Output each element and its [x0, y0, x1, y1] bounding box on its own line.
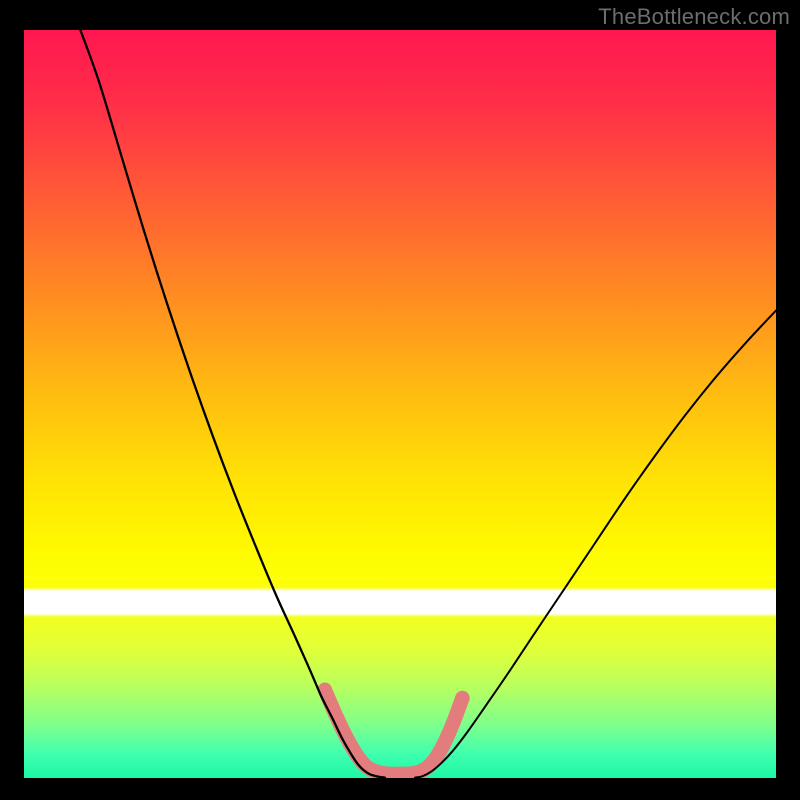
frame-border	[776, 0, 800, 800]
chart-svg	[0, 0, 800, 800]
frame-border	[0, 778, 800, 800]
frame-border	[0, 0, 24, 800]
watermark-text: TheBottleneck.com	[598, 4, 790, 30]
chart-stage: TheBottleneck.com	[0, 0, 800, 800]
gradient-background	[24, 30, 776, 778]
